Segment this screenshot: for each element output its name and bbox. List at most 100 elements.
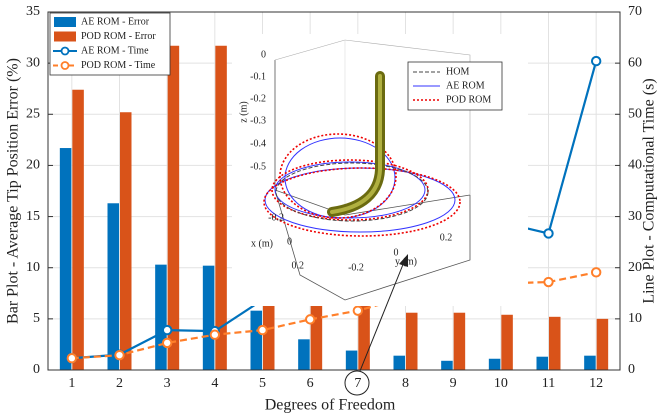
bar: [215, 45, 227, 371]
bar: [549, 316, 561, 370]
line-marker: [66, 353, 78, 364]
legend: AE ROM - Error POD ROM - Error AE ROM - Ti…: [49, 12, 171, 76]
inset-z-tick-label: -0.3: [250, 115, 266, 126]
annotation-arrowhead: [399, 254, 408, 267]
x-tick-label: 8: [402, 376, 409, 391]
x-tick-label: 2: [116, 376, 123, 391]
x-axis-label: Degrees of Freedom: [265, 397, 396, 414]
x-tick-label: 6: [307, 376, 314, 391]
bar: [310, 289, 323, 370]
line-marker: [257, 324, 268, 336]
bar: [120, 112, 132, 371]
inset-legend-label: AE ROM: [446, 80, 485, 91]
inset-axis: [274, 189, 471, 301]
inset-x-label: x (m): [251, 238, 273, 249]
x-tick-label: 9: [450, 376, 457, 391]
bar: [453, 312, 466, 370]
y-tick-label: 0: [33, 362, 40, 377]
inset-z-tick-label: -0.2: [250, 93, 266, 104]
inset-curve: [263, 167, 461, 237]
plot-frame: [47, 11, 621, 371]
inset-curve: [279, 133, 397, 219]
line-marker: [209, 329, 221, 340]
legend-label: AE ROM - Time: [81, 45, 149, 56]
x-tick-label: 7: [354, 376, 361, 391]
x-tick-label: 5: [259, 376, 266, 391]
bar: [59, 148, 72, 370]
x-tick-label: 4: [211, 376, 218, 391]
line-marker: [543, 276, 554, 288]
y2-tick-label: 60: [628, 55, 642, 70]
y2-tick-label: 40: [628, 158, 642, 173]
inset-y-tick-label: -0.2: [348, 262, 364, 273]
annotation-arrow: [359, 261, 405, 372]
y2-tick-label: 50: [628, 107, 642, 122]
y-tick-label: 15: [26, 209, 40, 224]
y2-tick-label: 10: [628, 311, 642, 326]
legend-key: [54, 31, 76, 42]
y-tick-label: 25: [26, 107, 40, 122]
inset-legend-label: POD ROM: [446, 94, 491, 105]
bar: [501, 314, 513, 370]
legend-label: POD ROM - Error: [81, 31, 156, 42]
y-tick-label: 35: [26, 4, 40, 19]
legend-key: [54, 17, 76, 27]
inset-z-label: z (m): [238, 101, 249, 122]
bar: [584, 355, 596, 370]
inset-z-tick-label: -0.1: [250, 71, 266, 82]
line-marker: [590, 55, 602, 67]
y-tick-label: 20: [26, 158, 40, 173]
bar: [72, 89, 84, 370]
y2-axis-label: Line Plot - Computational Time (s): [641, 78, 658, 303]
bar: [107, 203, 119, 370]
bar: [406, 312, 418, 370]
x-tick-label: 3: [164, 376, 171, 391]
legend-key: [60, 46, 70, 56]
bar: [298, 339, 310, 370]
inset-curve: [274, 161, 426, 219]
inset-z-tick-label: 0: [261, 49, 266, 60]
y-axis-label: Bar Plot - Average Tip Position Error (%…: [5, 58, 22, 324]
x-tick-label: 1: [68, 376, 75, 391]
inset-z-tick-label: -0.4: [250, 138, 266, 149]
x-tick-label: 11: [542, 376, 555, 391]
inset-y-tick-label: 0.2: [440, 232, 453, 243]
inset-box: [274, 39, 471, 195]
bar: [345, 350, 358, 370]
y-tick-label: 10: [26, 260, 40, 275]
x-tick-label: 10: [494, 376, 508, 391]
bar: [358, 298, 370, 370]
bar: [167, 45, 180, 371]
line-marker: [114, 349, 125, 361]
line-marker: [352, 305, 364, 316]
y-tick-label: 5: [33, 311, 40, 326]
y2-tick-label: 70: [628, 4, 642, 19]
y2-tick-label: 0: [628, 362, 635, 377]
y-tick-label: 30: [26, 55, 40, 70]
inset-x-tick-label: 0.2: [292, 260, 305, 271]
legend-key: [60, 61, 70, 70]
inset-z-tick-label: -0.5: [250, 161, 266, 172]
line-marker: [304, 314, 316, 325]
marks: [59, 45, 609, 371]
inset-tube: [330, 74, 382, 214]
inset-x-tick-label: -0.2: [268, 212, 284, 223]
inset-curve: [264, 167, 456, 233]
bar: [263, 269, 275, 370]
inset-axis: [274, 60, 471, 216]
inset-legend-label: HOM: [446, 66, 469, 77]
bar: [596, 318, 609, 370]
legend-label: POD ROM - Time: [81, 60, 156, 71]
line-marker: [161, 337, 173, 349]
inset-x-tick-label: 0: [287, 236, 292, 247]
y2-tick-label: 20: [628, 260, 642, 275]
bar: [202, 265, 215, 370]
bar: [441, 360, 453, 370]
bar: [393, 355, 405, 370]
annotation-circle: [344, 370, 370, 396]
x-tick-label: 12: [589, 376, 603, 391]
bar: [536, 356, 548, 370]
bar: [250, 310, 262, 370]
y2-tick-label: 30: [628, 209, 642, 224]
